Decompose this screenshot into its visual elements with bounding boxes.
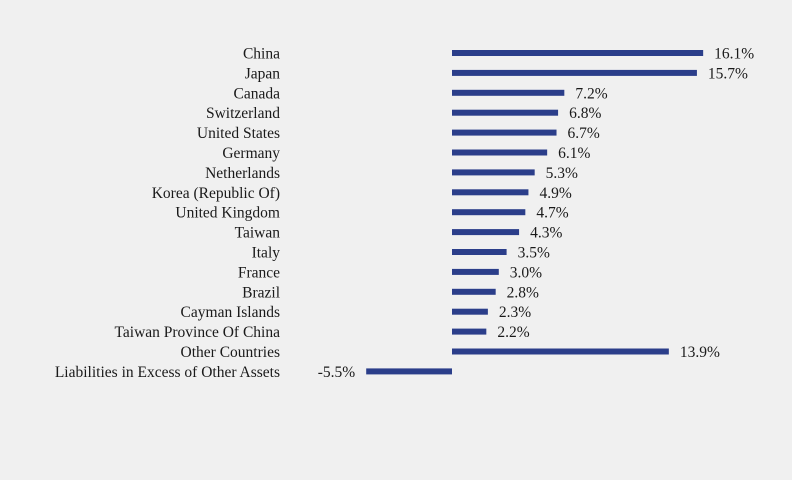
category-label: Italy [252, 245, 281, 262]
value-label: 3.5% [518, 245, 550, 262]
category-label: Netherlands [205, 165, 280, 182]
value-label: 6.1% [558, 145, 590, 162]
bar [452, 308, 488, 315]
value-label: 4.7% [536, 205, 568, 222]
bar [366, 368, 452, 375]
value-label: 13.9% [680, 344, 720, 361]
value-label: 6.7% [568, 125, 600, 142]
category-label: Brazil [242, 284, 280, 301]
value-label: 7.2% [575, 85, 607, 102]
value-label: 2.2% [497, 324, 529, 341]
category-label: Switzerland [206, 105, 280, 122]
bars [366, 50, 704, 375]
bar [452, 189, 529, 196]
category-labels: China Japan Canada Switzerland United States… [55, 46, 280, 381]
category-label: Canada [234, 85, 281, 102]
bar [452, 268, 499, 275]
value-label: 4.9% [539, 185, 571, 202]
bar [452, 288, 496, 295]
category-label: United States [197, 125, 280, 142]
category-label: Cayman Islands [181, 304, 280, 321]
value-label: -5.5% [318, 364, 356, 381]
bar [452, 328, 487, 335]
bar [452, 149, 548, 156]
category-label: Taiwan Province Of China [115, 324, 281, 341]
value-label: 2.3% [499, 304, 531, 321]
bar [452, 229, 520, 236]
category-label: Korea (Republic Of) [152, 185, 280, 202]
category-label: China [243, 46, 280, 63]
category-label: Germany [222, 145, 280, 162]
category-label: Liabilities in Excess of Other Assets [55, 364, 280, 381]
value-label: 16.1% [714, 46, 754, 63]
bar [452, 169, 535, 176]
value-labels: 16.1% 15.7% 7.2% 6.8% 6.7% 6.1% 5.3% 4.9% 4.7% 4.… [318, 46, 755, 381]
bar [452, 69, 697, 76]
value-label: 5.3% [546, 165, 578, 182]
bar [452, 129, 557, 136]
category-label: Taiwan [235, 225, 281, 242]
value-label: 6.8% [569, 105, 601, 122]
bar [452, 89, 565, 96]
value-label: 2.8% [507, 284, 539, 301]
bar [452, 249, 507, 255]
bar [452, 109, 559, 116]
category-label: Other Countries [181, 344, 280, 361]
bar [452, 348, 669, 355]
category-label: France [238, 264, 280, 281]
bar [452, 209, 526, 216]
category-label: Japan [245, 65, 281, 82]
value-label: 15.7% [708, 65, 748, 82]
bar [452, 50, 704, 56]
value-label: 4.3% [530, 225, 562, 242]
value-label: 3.0% [510, 264, 542, 281]
category-label: United Kingdom [175, 205, 280, 222]
